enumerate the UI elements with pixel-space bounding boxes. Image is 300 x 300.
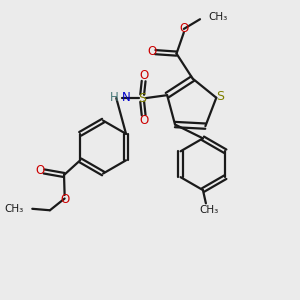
- Text: S: S: [138, 92, 146, 105]
- Text: N: N: [122, 91, 130, 104]
- Text: S: S: [216, 90, 224, 103]
- Text: O: O: [35, 164, 44, 177]
- Text: O: O: [179, 22, 188, 34]
- Text: H: H: [110, 91, 118, 104]
- Text: O: O: [139, 114, 148, 127]
- Text: O: O: [147, 45, 156, 58]
- Text: CH₃: CH₃: [199, 205, 218, 215]
- Text: CH₃: CH₃: [209, 12, 228, 22]
- Text: O: O: [139, 69, 148, 82]
- Text: CH₃: CH₃: [5, 204, 24, 214]
- Text: O: O: [60, 193, 69, 206]
